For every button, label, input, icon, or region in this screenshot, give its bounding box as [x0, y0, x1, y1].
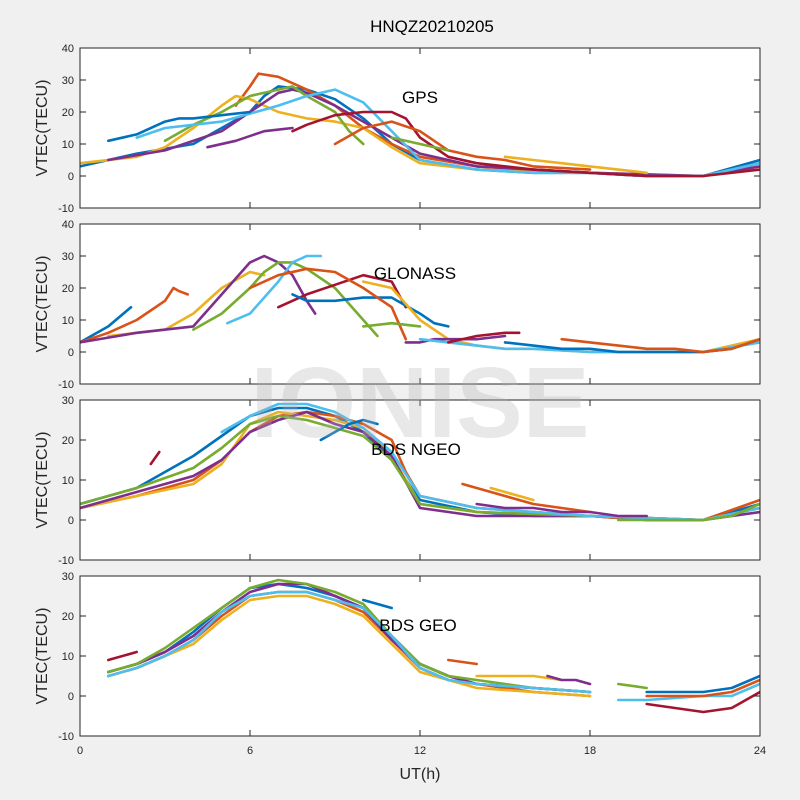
y-axis-label: VTEC(TECU) [34, 608, 51, 705]
panel-label: GLONASS [374, 264, 456, 283]
series-line-4 [80, 410, 760, 522]
panel-label: GPS [402, 88, 438, 107]
series-line-6 [107, 590, 592, 694]
figure-title: HNQZ20210205 [370, 17, 494, 36]
y-tick-label: 30 [62, 395, 74, 407]
y-tick-label: 20 [62, 611, 74, 623]
y-tick-label: -10 [58, 379, 74, 391]
series-group [80, 72, 760, 178]
series-line-6 [226, 254, 323, 325]
series-line-2 [80, 286, 189, 344]
series-line-10 [489, 486, 535, 502]
axes-background [80, 576, 760, 736]
series-line-12 [617, 502, 760, 522]
series-group [80, 402, 760, 522]
series-line-8 [319, 418, 379, 442]
panel-label: BDS GEO [379, 616, 456, 635]
panel-3: -10 0 10 20 30 VTEC(TECU) BDS NGEO [34, 395, 761, 567]
y-tick-label: 30 [62, 571, 74, 583]
y-tick-label: -10 [58, 203, 74, 215]
series-line-8 [107, 110, 252, 143]
series-line-10 [475, 674, 563, 682]
axes-background [80, 224, 760, 384]
y-tick-label: -10 [58, 731, 74, 743]
y-tick-label: 40 [62, 43, 74, 55]
series-line-5 [107, 578, 592, 694]
series-line-8 [362, 598, 393, 610]
series-line-11 [404, 334, 507, 344]
series-group [80, 254, 760, 354]
series-line-7 [107, 650, 138, 662]
series-line-10 [503, 155, 648, 175]
axes-background [80, 48, 760, 208]
series-line-14 [645, 690, 760, 714]
y-tick-label: 20 [62, 283, 74, 295]
series-line-12 [390, 136, 450, 152]
y-tick-label: 30 [62, 75, 74, 87]
y-tick-label: 40 [62, 219, 74, 231]
series-line-5 [80, 414, 760, 522]
y-axis-label: VTEC(TECU) [34, 80, 51, 177]
panel-label: BDS NGEO [371, 440, 461, 459]
y-tick-label: 10 [62, 475, 74, 487]
series-line-5 [163, 85, 365, 146]
panel-1: -10 0 10 20 30 40 VTEC(TECU) GPS [34, 43, 761, 215]
y-tick-label: 0 [68, 347, 74, 359]
y-tick-label: 10 [62, 651, 74, 663]
x-tick-label: 6 [247, 745, 253, 757]
y-tick-label: 10 [62, 139, 74, 151]
series-group [107, 578, 760, 714]
series-line-14 [447, 331, 521, 344]
series-line-6 [220, 402, 760, 522]
series-line-15 [645, 674, 760, 694]
series-line-1 [80, 305, 133, 344]
series-line-4 [80, 254, 317, 344]
x-tick-label: 12 [414, 745, 426, 757]
watermark: IONISE [251, 347, 590, 459]
y-tick-label: 10 [62, 315, 74, 327]
series-line-16 [560, 337, 760, 354]
y-tick-label: 0 [68, 691, 74, 703]
series-line-9 [447, 658, 478, 666]
series-line-4 [107, 582, 592, 694]
y-tick-label: 0 [68, 171, 74, 183]
series-line-12 [617, 682, 648, 690]
x-tick-label: 18 [584, 745, 596, 757]
y-tick-label: 20 [62, 435, 74, 447]
series-line-11 [206, 126, 294, 149]
series-line-7 [149, 450, 161, 466]
y-axis-label: VTEC(TECU) [34, 256, 51, 353]
series-line-9 [461, 482, 592, 514]
x-tick-label: 24 [754, 745, 766, 757]
y-tick-label: 0 [68, 515, 74, 527]
x-axis-label: UT(h) [400, 766, 441, 783]
series-line-11 [475, 502, 648, 518]
x-tick-label: 0 [77, 745, 83, 757]
series-line-9 [248, 267, 408, 341]
series-line-11 [546, 674, 592, 686]
series-line-12 [362, 321, 422, 328]
y-axis-label: VTEC(TECU) [34, 432, 51, 529]
series-line-5 [192, 261, 379, 338]
y-tick-label: 20 [62, 107, 74, 119]
y-tick-label: 30 [62, 251, 74, 263]
panel-2: -10 0 10 20 30 40 VTEC(TECU) GLONASS [34, 219, 761, 391]
series-line-16 [645, 678, 760, 698]
y-tick-label: -10 [58, 555, 74, 567]
series-line-3 [107, 594, 592, 698]
